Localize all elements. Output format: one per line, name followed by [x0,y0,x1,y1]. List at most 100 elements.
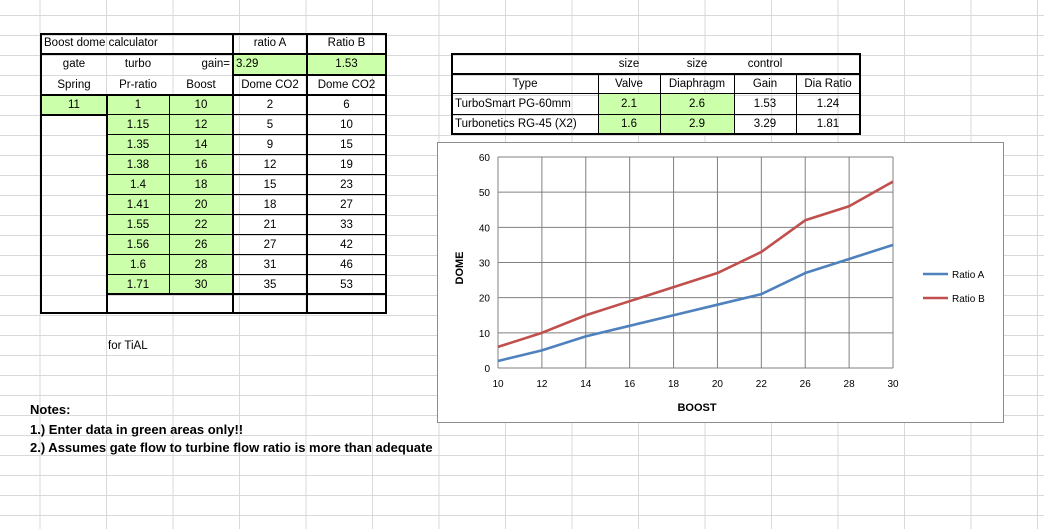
valve-header: Valve [615,78,643,90]
pr-ratio-input[interactable]: 1.55 [107,215,169,235]
dome-a-value: 18 [263,199,277,211]
dome-a-value: 12 [263,159,277,171]
boost-input[interactable]: 20 [169,195,233,215]
divider [232,74,387,76]
pr-ratio-input[interactable]: 1.15 [107,115,169,135]
dome-b-value: 10 [340,119,353,131]
divider [106,293,387,295]
table-outline [40,33,387,314]
pr-ratio-input[interactable]: 1.41 [107,195,169,215]
gain-b-input[interactable]: 1.53 [307,54,386,74]
dome-a-value: 9 [266,139,274,151]
boost-input[interactable]: 28 [169,255,233,275]
pr-ratio-input[interactable]: 1.71 [107,275,169,295]
pr-ratio-input[interactable]: 1.6 [107,255,169,275]
divider [107,254,387,255]
pr-ratio-input[interactable]: 1 [107,95,169,115]
legend-label: Ratio B [952,294,985,305]
divider [306,33,308,314]
divider [232,33,234,314]
dome-b-value: 27 [340,199,353,211]
x-tick-label: 20 [712,379,724,390]
dome-a-value: 35 [263,279,277,291]
dome-b-value: 6 [343,99,350,111]
divider [107,134,387,135]
diaphragm-input[interactable]: 2.9 [660,114,734,134]
spring-header: Spring [57,79,91,91]
ratio-a-header: ratio A [253,37,287,49]
pr-ratio-input[interactable]: 1.4 [107,175,169,195]
notes-title: Notes: [30,402,71,417]
divider [451,73,861,75]
x-tick-label: 26 [800,379,812,390]
boost-header: Boost [186,79,216,91]
valve-input[interactable]: 1.6 [598,114,660,134]
divider [451,93,861,94]
dome-b-value: 23 [340,179,353,191]
diaphragm-header: Diaphragm [668,78,726,90]
dome-b-value: 42 [340,239,353,251]
divider [107,274,387,275]
dome-b-value: 46 [340,259,353,271]
divider [796,73,797,134]
divider [451,114,861,115]
table-title: Boost dome calculator [44,37,158,49]
series-line-ratio-a [497,243,894,363]
series-line-ratio-b [497,180,894,349]
table-outline [451,53,861,135]
boost-input[interactable]: 12 [169,115,233,135]
size-label: size [618,58,640,70]
dome-b-value: 33 [340,219,353,231]
control-label: control [747,58,783,70]
boost-input[interactable]: 26 [169,235,233,255]
turbo-label: turbo [124,58,152,70]
x-tick-label: 22 [756,379,768,390]
boost-vs-dome-chart[interactable]: 0 10 20 30 40 50 60 10 12 14 16 18 20 22 26 28 30 Ratio … [437,142,1004,423]
boost-input[interactable]: 10 [169,95,233,115]
divider [40,114,107,116]
boost-input[interactable]: 30 [169,275,233,295]
divider [106,94,108,314]
pr-ratio-input[interactable]: 1.35 [107,135,169,155]
gain-a-input[interactable]: 3.29 [233,54,307,74]
x-tick-label: 16 [624,379,636,390]
y-tick-label: 60 [479,153,491,164]
y-tick-label: 0 [484,364,490,375]
y-axis-title: DOME [454,252,466,285]
spring-input[interactable]: 11 [41,95,107,115]
note-line-1: 1.) Enter data in green areas only!! [30,422,244,437]
x-tick-label: 14 [580,379,592,390]
valve-input[interactable]: 2.1 [598,94,660,114]
y-tick-label: 30 [479,259,491,270]
divider [598,73,599,134]
boost-input[interactable]: 18 [169,175,233,195]
dome-b-value: 53 [340,279,353,291]
gain-label: gain= [201,58,230,70]
pr-ratio-header: Pr-ratio [119,79,157,91]
dome-a-value: 27 [263,239,277,251]
note-line-2: 2.) Assumes gate flow to turbine flow ra… [30,440,433,455]
diaphragm-input[interactable]: 2.6 [660,94,734,114]
pr-ratio-input[interactable]: 1.38 [107,155,169,175]
boost-input[interactable]: 16 [169,155,233,175]
dia-ratio-value: 1.81 [816,118,840,130]
x-tick-label: 18 [668,379,680,390]
x-tick-label: 12 [536,379,548,390]
type-header: Type [512,78,538,90]
dome-co2-b-header: Dome CO2 [317,79,376,91]
pr-ratio-input[interactable]: 1.56 [107,235,169,255]
boost-input[interactable]: 22 [169,215,233,235]
divider [107,234,387,235]
dia-ratio-header: Dia Ratio [804,78,852,90]
divider [107,114,387,115]
divider [40,94,387,96]
divider [107,214,387,215]
boost-input[interactable]: 14 [169,135,233,155]
y-tick-label: 20 [479,294,491,305]
x-tick-label: 28 [844,379,856,390]
divider [734,73,735,134]
x-tick-label: 10 [492,379,504,390]
dome-co2-a-header: Dome CO2 [241,79,299,91]
y-tick-label: 10 [479,329,491,340]
